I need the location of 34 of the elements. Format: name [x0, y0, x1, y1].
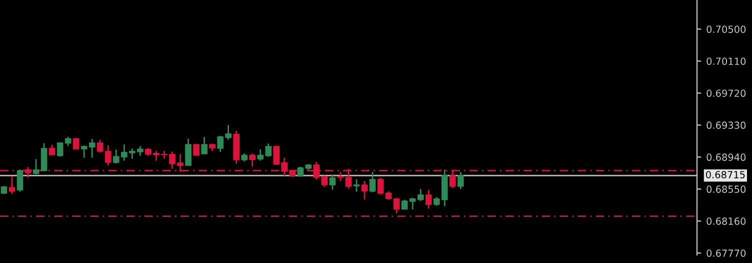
candlestick [8, 175, 16, 195]
candlestick [353, 178, 360, 192]
candlestick [201, 136, 208, 155]
y-tick-label: 0.70110 [706, 58, 746, 65]
y-tick-label: 0.67770 [706, 250, 746, 257]
candlestick [329, 174, 336, 190]
candlestick [425, 189, 432, 210]
candlestick [361, 180, 368, 200]
y-tick-label: 0.70500 [706, 26, 746, 33]
y-tick-label: 0.69720 [706, 90, 746, 97]
candlestick [417, 188, 424, 202]
candlestick [458, 171, 464, 190]
ref-line-label: 0.68715 [706, 170, 745, 178]
candlestick [32, 158, 40, 176]
y-tick-label: 0.68160 [706, 218, 746, 225]
candlestick [40, 142, 48, 172]
y-tick-label: 0.68550 [706, 186, 746, 193]
candlestick [377, 177, 384, 196]
candlestick [369, 171, 376, 193]
candlestick [16, 169, 24, 192]
candlestick [249, 152, 256, 168]
candlestick [56, 142, 64, 158]
y-tick-label: 0.68940 [706, 154, 746, 161]
candlestick [185, 138, 192, 166]
candlestick [321, 174, 328, 188]
candlestick [193, 143, 200, 157]
candlestick [273, 145, 280, 166]
candlestick [72, 137, 80, 150]
candlestick [337, 171, 344, 182]
candlestick [393, 197, 400, 214]
candlestick [401, 199, 408, 210]
candlestick [64, 136, 72, 147]
y-tick-label: 0.69330 [706, 122, 746, 129]
candlestick [297, 166, 304, 178]
